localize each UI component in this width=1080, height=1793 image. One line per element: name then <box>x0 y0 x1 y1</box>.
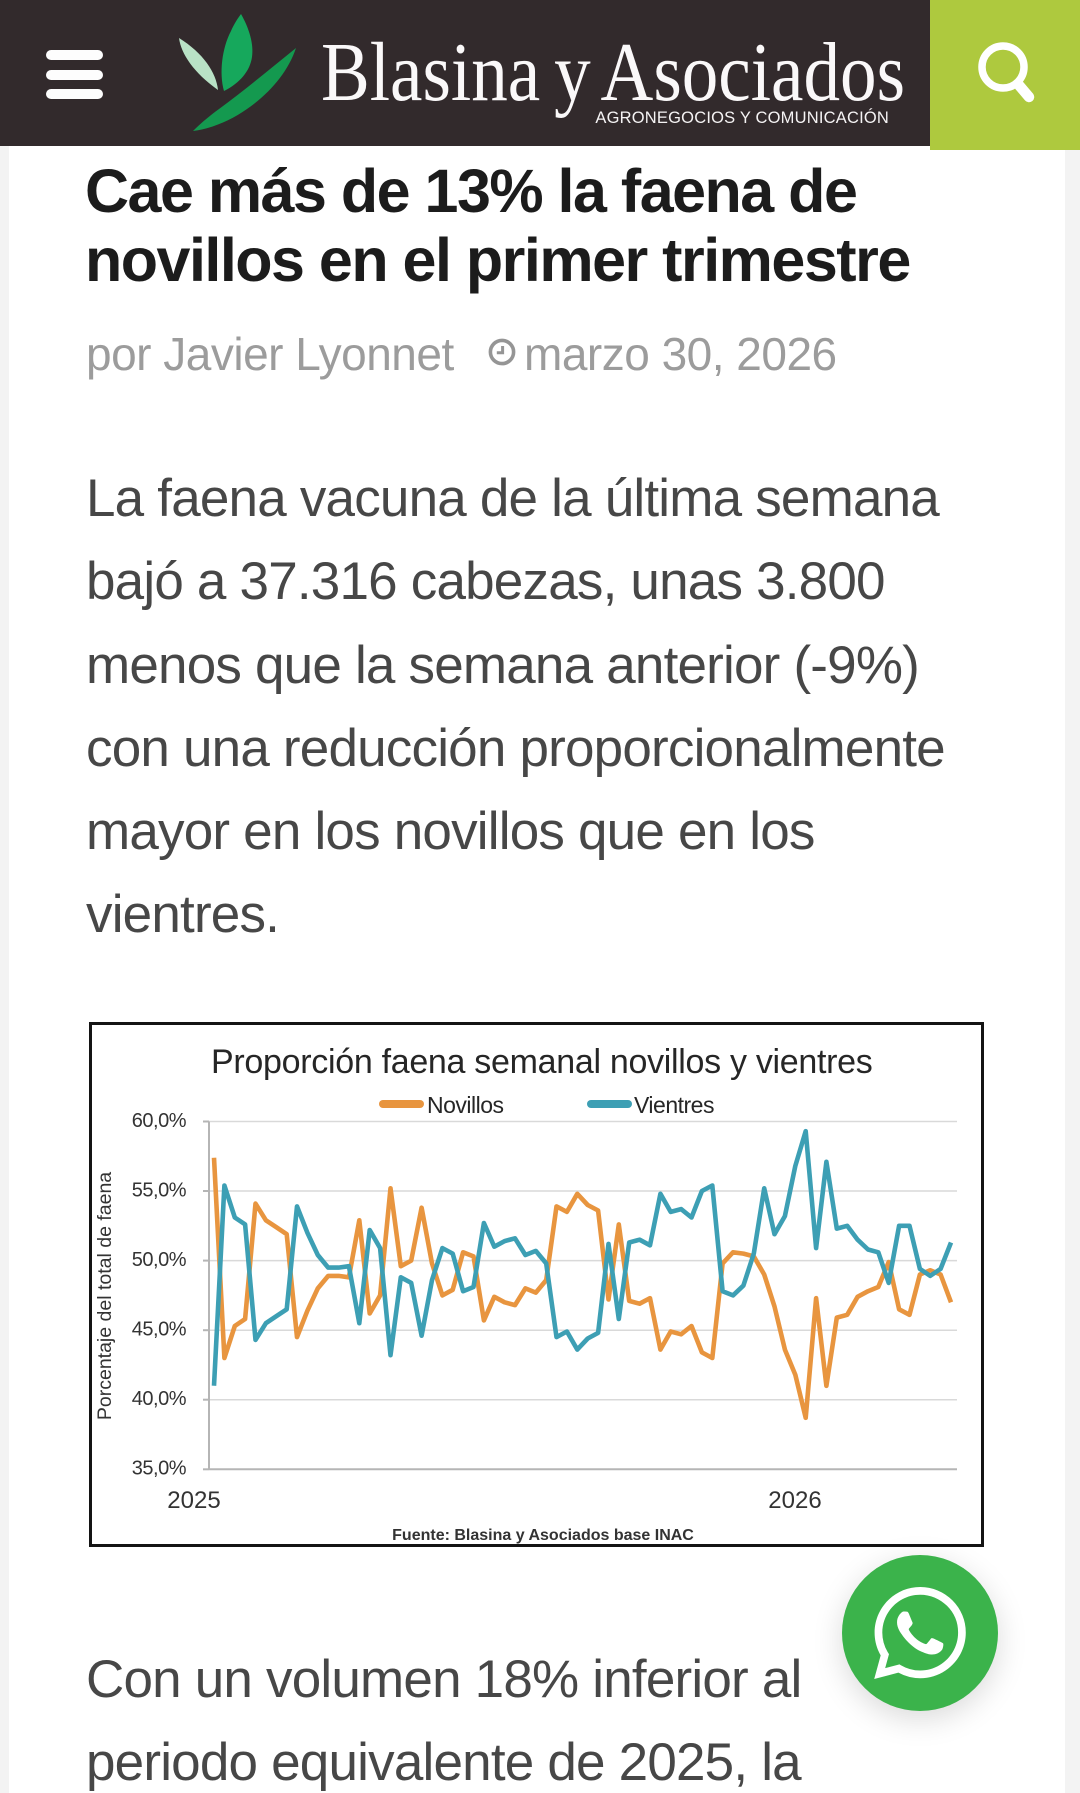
svg-text:Porcentaje del total de faena: Porcentaje del total de faena <box>94 1172 116 1420</box>
svg-text:Proporción faena semanal novil: Proporción faena semanal novillos y vien… <box>211 1043 873 1081</box>
svg-text:2026: 2026 <box>768 1487 821 1514</box>
svg-text:Fuente: Blasina y Asociados ba: Fuente: Blasina y Asociados base INAC <box>392 1527 694 1544</box>
svg-text:45,0%: 45,0% <box>132 1319 187 1341</box>
svg-text:50,0%: 50,0% <box>132 1249 187 1271</box>
svg-text:Vientres: Vientres <box>634 1092 714 1118</box>
svg-text:2025: 2025 <box>167 1487 220 1514</box>
svg-text:55,0%: 55,0% <box>132 1180 187 1202</box>
svg-text:Novillos: Novillos <box>427 1092 504 1118</box>
svg-text:35,0%: 35,0% <box>132 1458 187 1480</box>
svg-text:60,0%: 60,0% <box>132 1110 187 1132</box>
svg-text:40,0%: 40,0% <box>132 1388 187 1410</box>
